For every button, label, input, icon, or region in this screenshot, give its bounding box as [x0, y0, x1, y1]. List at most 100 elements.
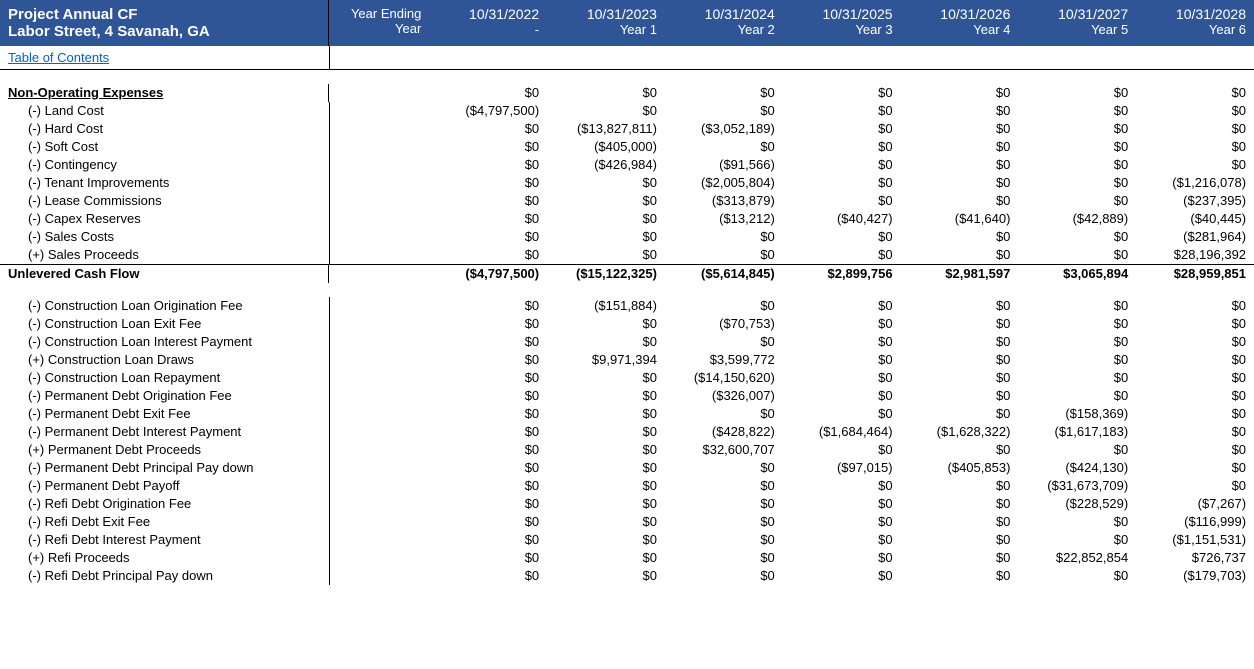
row-label: (+) Refi Proceeds: [0, 549, 330, 567]
expense-row: (-) Capex Reserves$0$0($13,212)($40,427)…: [0, 210, 1254, 228]
cell: ($326,007): [665, 387, 783, 405]
cell: $0: [429, 387, 547, 405]
cell: $0: [547, 405, 665, 423]
cell: $0: [783, 351, 901, 369]
cell: ($1,684,464): [783, 423, 901, 441]
cell: $0: [547, 174, 665, 192]
debt-row: (-) Refi Debt Origination Fee$0$0$0$0$0(…: [0, 495, 1254, 513]
cell: $0: [901, 102, 1019, 120]
cell: $0: [665, 549, 783, 567]
cell: $0: [783, 513, 901, 531]
cell: $0: [901, 333, 1019, 351]
cell: $0: [1018, 315, 1136, 333]
debt-row: (+) Refi Proceeds$0$0$0$0$0$22,852,854$7…: [0, 549, 1254, 567]
cell: $0: [901, 138, 1019, 156]
cell: $0: [1136, 441, 1254, 459]
cell: $0: [901, 156, 1019, 174]
cell: $0: [429, 315, 547, 333]
cell: $0: [429, 297, 547, 315]
cell: $0: [1136, 459, 1254, 477]
row-label: (-) Construction Loan Origination Fee: [0, 297, 330, 315]
cell: $0: [783, 369, 901, 387]
debt-row: (-) Construction Loan Exit Fee$0$0($70,7…: [0, 315, 1254, 333]
cell: $0: [547, 333, 665, 351]
cell: $0: [1136, 102, 1254, 120]
cell: $0: [783, 333, 901, 351]
cell: $0: [1018, 192, 1136, 210]
row-label: (-) Land Cost: [0, 102, 330, 120]
cell: $0: [665, 531, 783, 549]
cell: $0: [783, 495, 901, 513]
cell: $0: [901, 567, 1019, 585]
row-label: (-) Lease Commissions: [0, 192, 330, 210]
cell: $28,196,392: [1136, 246, 1254, 264]
cell: $0: [429, 513, 547, 531]
cell: $3,599,772: [665, 351, 783, 369]
cell: $0: [1136, 477, 1254, 495]
cell: $0: [901, 315, 1019, 333]
row-label: (-) Permanent Debt Payoff: [0, 477, 330, 495]
cell: $0: [547, 567, 665, 585]
cell: $0: [1136, 333, 1254, 351]
cell: $0: [783, 102, 901, 120]
cell: $0: [1136, 84, 1254, 102]
cell: $0: [547, 228, 665, 246]
cell: $0: [1018, 156, 1136, 174]
cell: $0: [665, 297, 783, 315]
cell: $0: [901, 192, 1019, 210]
debt-row: (+) Construction Loan Draws $0 $9,971,394$…: [0, 351, 1254, 369]
cell: $0: [665, 477, 783, 495]
cell: $0: [429, 405, 547, 423]
toc-link[interactable]: Table of Contents: [8, 50, 109, 65]
cell: ($7,267): [1136, 495, 1254, 513]
cell: $0: [665, 513, 783, 531]
header-col-5: 10/31/2027Year 5: [1018, 0, 1136, 46]
row-label: (-) Construction Loan Interest Payment: [0, 333, 330, 351]
cell: ($70,753): [665, 315, 783, 333]
debt-row: (-) Permanent Debt Payoff$0$0$0$0$0($31,…: [0, 477, 1254, 495]
cell: ($424,130): [1018, 459, 1136, 477]
debt-row: (-) Construction Loan Origination Fee$0(…: [0, 297, 1254, 315]
cell: ($40,445): [1136, 210, 1254, 228]
cell: $0: [901, 246, 1019, 264]
cell: $0: [1136, 387, 1254, 405]
cell: ($228,529): [1018, 495, 1136, 513]
cell: $0: [1018, 531, 1136, 549]
row-label: (-) Construction Loan Exit Fee: [0, 315, 330, 333]
cell: $0: [429, 192, 547, 210]
cell: $0: [665, 246, 783, 264]
cell: ($41,640): [901, 210, 1019, 228]
cell: $0: [665, 333, 783, 351]
cell: ($14,150,620): [665, 369, 783, 387]
cell: $0: [429, 369, 547, 387]
cell: ($179,703): [1136, 567, 1254, 585]
cell: $0: [1018, 174, 1136, 192]
cell: $0: [429, 477, 547, 495]
row-label: (-) Hard Cost: [0, 120, 330, 138]
cell: $9,971,394: [547, 351, 665, 369]
row-label: (+) Construction Loan Draws: [0, 351, 330, 369]
debt-row: (-) Permanent Debt Principal Pay down$0$…: [0, 459, 1254, 477]
cell: $0: [429, 495, 547, 513]
cell: ($15,122,325): [547, 265, 665, 283]
cell: ($40,427): [783, 210, 901, 228]
cell: $0: [783, 297, 901, 315]
cell: $0: [665, 459, 783, 477]
cell: $0: [783, 405, 901, 423]
section-title: Non-Operating Expenses: [0, 84, 329, 102]
cell: $0: [547, 315, 665, 333]
cell: $0: [901, 405, 1019, 423]
cell: $0: [547, 84, 665, 102]
cell: $0: [429, 567, 547, 585]
toc-row: Table of Contents: [0, 46, 1254, 70]
cell: $726,737: [1136, 549, 1254, 567]
row-label: (-) Permanent Debt Exit Fee: [0, 405, 330, 423]
cell: $0: [429, 423, 547, 441]
cell: $0: [429, 210, 547, 228]
cell: $0: [901, 174, 1019, 192]
cell: $0: [1018, 102, 1136, 120]
cell: ($5,614,845): [665, 265, 783, 283]
cell: $0: [547, 423, 665, 441]
cell: ($1,216,078): [1136, 174, 1254, 192]
cell: $0: [429, 441, 547, 459]
